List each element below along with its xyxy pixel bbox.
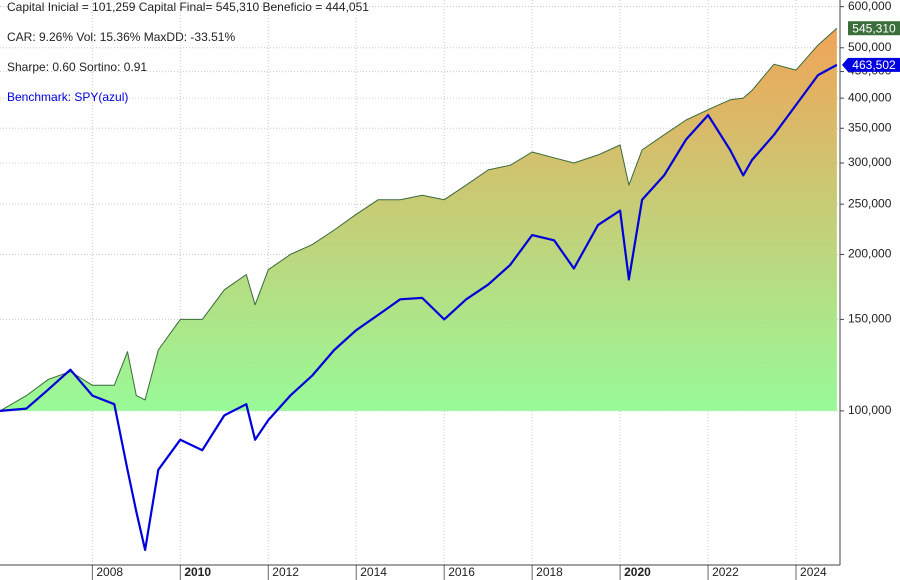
y-tick-label: 250,000 [848, 196, 892, 210]
value-label-box [848, 57, 900, 72]
y-tick-label: 600,000 [848, 0, 892, 13]
benchmark-line [0, 63, 838, 551]
x-tick-label: 2020 [624, 565, 651, 579]
y-tick-label: 300,000 [848, 155, 892, 169]
x-tick-label: 2008 [96, 565, 123, 579]
stats-line: Sharpe: 0.60 Sortino: 0.91 [7, 60, 147, 74]
y-tick-label: 150,000 [848, 312, 892, 326]
value-label-box [848, 21, 900, 36]
equity-area [0, 28, 837, 411]
x-tick-label: 2022 [712, 565, 739, 579]
y-tick-label: 100,000 [848, 403, 892, 417]
y-tick-label: 200,000 [848, 247, 892, 261]
y-tick-label: 500,000 [848, 40, 892, 54]
stats-line: CAR: 9.26% Vol: 15.36% MaxDD: -33.51% [7, 30, 235, 44]
value-label-arrow [842, 57, 848, 72]
x-tick-label: 2024 [800, 565, 827, 579]
stats-line: Capital Inicial = 101,259 Capital Final=… [7, 0, 369, 14]
legend-entry: Benchmark: SPY(azul) [7, 90, 128, 104]
x-tick-label: 2014 [360, 565, 387, 579]
x-tick-label: 2010 [184, 565, 211, 579]
equity-line [0, 27, 838, 412]
x-tick-label: 2018 [536, 565, 563, 579]
x-tick-label: 2012 [272, 565, 299, 579]
y-tick-label: 350,000 [848, 120, 892, 134]
value-label: 463,502 [852, 58, 896, 72]
value-label: 545,310 [852, 21, 896, 35]
x-tick-label: 2016 [448, 565, 475, 579]
y-tick-label: 400,000 [848, 90, 892, 104]
